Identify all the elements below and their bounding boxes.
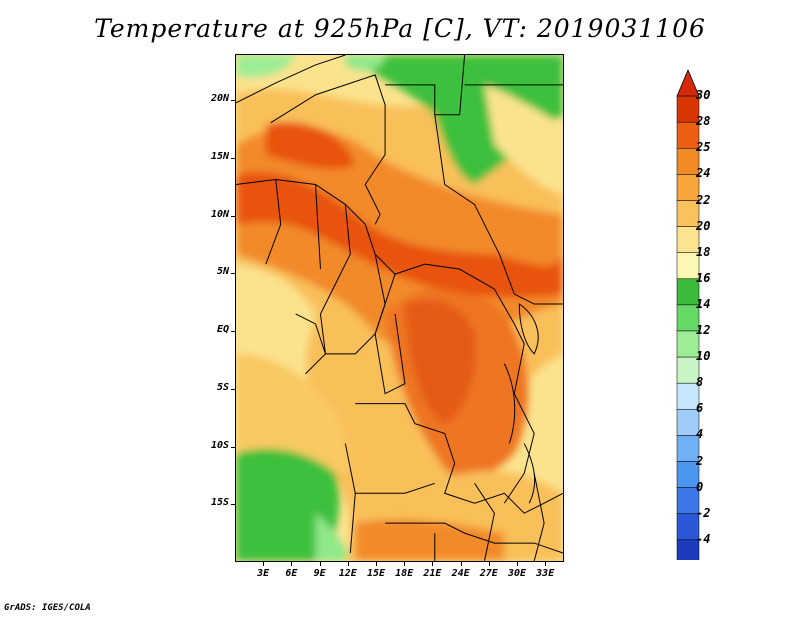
colorbar-label: -4 [696,531,711,546]
colorbar-label: 30 [696,88,711,103]
x-tick-label: 15E [366,568,386,579]
y-tick-label: 15N [210,150,229,162]
colorbar-label: 16 [696,270,711,285]
x-tick-mark [460,562,462,566]
y-tick-label: 5N [216,266,229,278]
colorbar [676,68,700,560]
x-tick-label: 33E [536,568,555,579]
y-tick-mark [231,446,235,448]
x-tick-mark [376,562,377,566]
x-tick-label: 3E [257,568,270,579]
y-tick-mark [231,273,235,275]
x-tick-label: 18E [395,568,414,579]
x-tick-label: 21E [423,568,442,579]
y-tick-label: EQ [216,324,229,336]
colorbar-label: 12 [696,323,711,337]
x-tick-mark [488,562,490,566]
y-tick-mark [231,215,235,217]
colorbar-label: 6 [696,401,704,416]
x-tick-mark [545,562,547,566]
colorbar-label: 25 [696,140,711,155]
x-tick-mark [319,562,321,566]
y-tick-label: 10N [210,208,229,220]
colorbar-label: 10 [696,349,711,364]
y-tick-label: 20N [210,93,229,105]
y-tick-mark [231,504,235,506]
temperature-map [235,54,564,562]
x-tick-label: 9E [313,568,326,579]
y-tick-label: 10S [210,439,229,451]
y-tick-mark [231,157,235,159]
x-tick-mark [517,562,518,566]
x-tick-mark [432,562,434,566]
y-tick-label: 5S [216,381,229,393]
x-tick-label: 27E [479,568,498,579]
x-tick-mark [347,562,349,566]
y-tick-label: 15S [210,497,229,509]
x-tick-label: 6E [285,568,298,579]
x-tick-label: 12E [338,568,357,579]
y-tick-mark [231,388,235,390]
colorbar-label: 22 [696,192,711,207]
colorbar-label: 20 [696,218,711,233]
colorbar-segment [676,539,700,560]
colorbar-label: 18 [696,244,711,259]
x-tick-mark [263,562,265,566]
x-tick-mark [291,562,293,566]
y-tick-mark [231,331,235,333]
colorbar-label: 4 [696,427,704,442]
colorbar-label: 0 [696,479,704,494]
colorbar-label: 24 [696,166,711,181]
lakes [503,303,539,504]
country-borders [236,55,563,561]
y-tick-mark [231,100,235,102]
colorbar-label: -2 [696,505,711,520]
temperature-field [236,55,563,561]
colorbar-label: 14 [696,296,711,311]
x-tick-mark [404,562,406,566]
map-title: Temperature at 925hPa [C], VT: 201903110… [94,14,706,43]
x-tick-label: 24E [451,568,470,579]
x-tick-label: 30E [507,568,527,579]
colorbar-label: 2 [696,453,704,468]
footer-credit: GrADS: IGES/COLA [4,603,91,613]
colorbar-label: 28 [696,114,711,129]
colorbar-label: 8 [696,375,704,390]
